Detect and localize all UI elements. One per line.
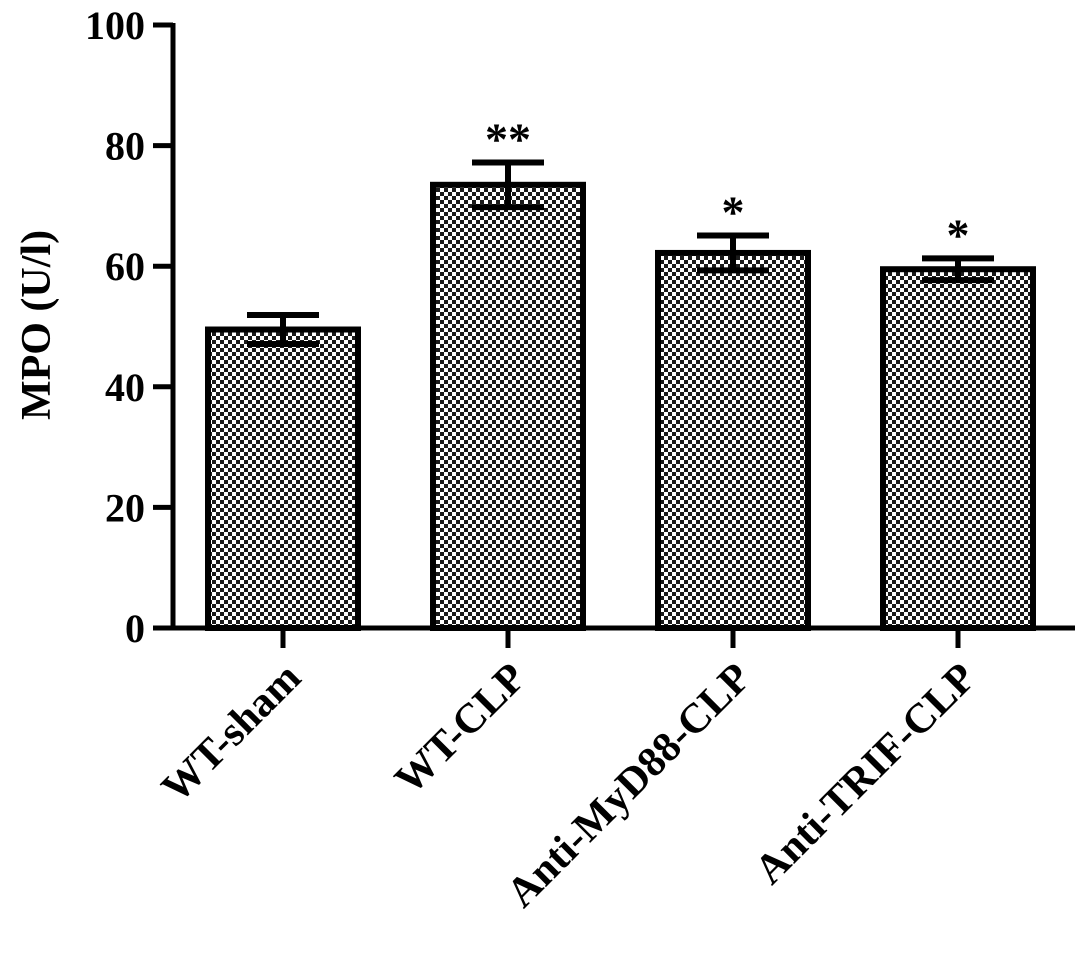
x-category-label: WT-sham <box>153 655 310 812</box>
significance-label: ** <box>485 113 531 164</box>
y-tick-label: 20 <box>105 485 145 530</box>
bar <box>880 266 1036 631</box>
x-category-label: WT-CLP <box>386 655 535 804</box>
y-tick-label: 100 <box>85 3 145 48</box>
x-category-label: Anti-MyD88-CLP <box>498 655 760 917</box>
y-ticks-group: 0 20 40 60 80 100 <box>85 3 173 651</box>
x-category-label: Anti-TRIF-CLP <box>746 655 985 894</box>
error-bars-group <box>247 159 994 347</box>
bar <box>655 249 811 632</box>
y-tick-label: 60 <box>105 244 145 289</box>
bar <box>205 326 361 631</box>
significance-label: * <box>947 209 970 260</box>
significance-label: * <box>722 186 745 237</box>
bars-group <box>205 181 1036 632</box>
y-tick-label: 0 <box>125 606 145 651</box>
y-tick-label: 40 <box>105 365 145 410</box>
significance-group: *** * <box>485 113 970 260</box>
bar <box>430 181 586 631</box>
y-tick-label: 80 <box>105 124 145 169</box>
y-axis-title: MPO (U/l) <box>14 230 60 420</box>
